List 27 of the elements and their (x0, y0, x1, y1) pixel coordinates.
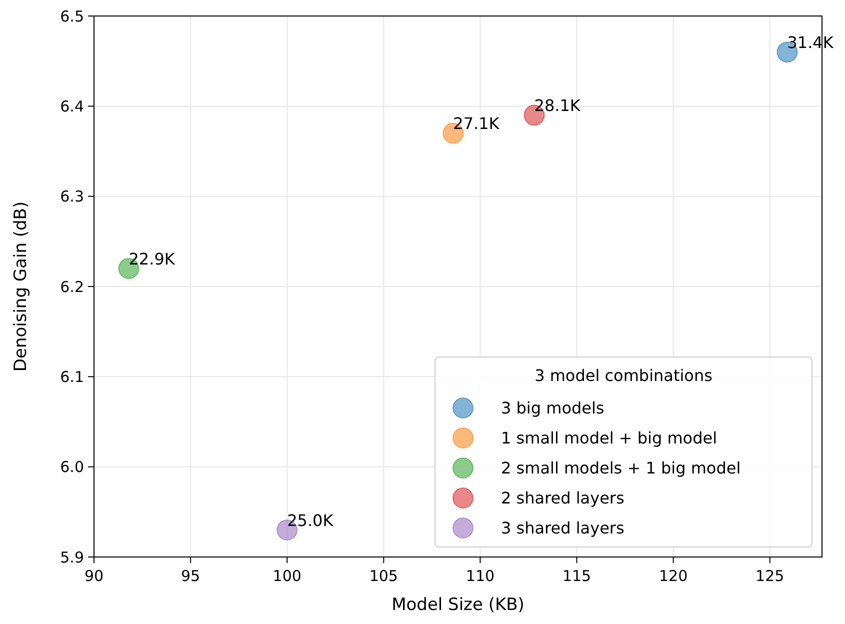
x-tick-label: 115 (562, 567, 592, 585)
x-tick-label: 120 (658, 567, 688, 585)
x-axis-title: Model Size (KB) (392, 595, 524, 615)
legend-title: 3 model combinations (534, 366, 712, 385)
x-tick-label: 110 (466, 567, 495, 585)
legend-label: 2 small models + 1 big model (501, 458, 741, 478)
annotation: 27.1K (453, 114, 500, 134)
y-tick-label: 5.9 (60, 548, 84, 566)
annotation: 28.1K (534, 96, 581, 116)
y-tick-label: 6.5 (60, 7, 84, 26)
x-tick-label: 105 (369, 567, 398, 585)
annotation: 22.9K (128, 249, 176, 268)
x-tick-label: 90 (84, 567, 104, 585)
legend-label: 2 shared layers (501, 488, 624, 508)
y-axis-title: Denoising Gain (dB) (11, 201, 31, 372)
x-tick-label: 95 (181, 567, 200, 585)
x-tick-label: 125 (756, 567, 784, 585)
annotation: 25.0K (287, 510, 334, 530)
legend-label: 1 small model + big model (501, 428, 718, 448)
y-tick-label: 6.0 (60, 458, 84, 476)
legend-label: 3 shared layers (501, 518, 624, 538)
y-tick-label: 6.2 (60, 278, 84, 296)
y-tick-label: 6.4 (60, 97, 84, 116)
y-tick-label: 6.3 (60, 188, 84, 206)
y-tick-label: 6.1 (60, 368, 84, 386)
x-tick-label: 100 (272, 567, 302, 585)
legend-label: 3 big models (501, 398, 604, 418)
